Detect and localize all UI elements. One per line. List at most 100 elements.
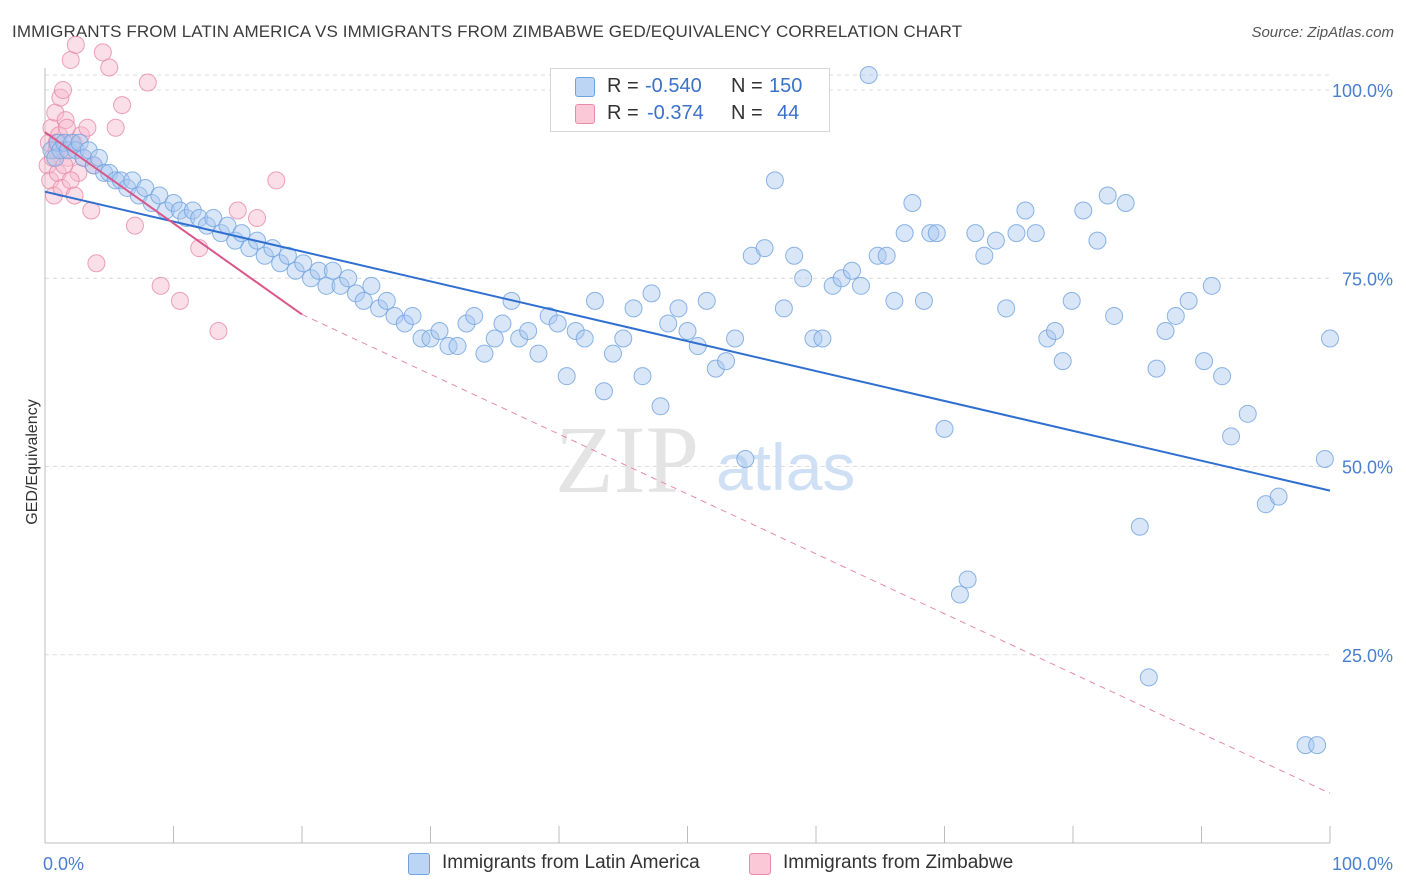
zimbabwe-point	[66, 35, 85, 54]
latin-america-point	[1179, 291, 1198, 310]
latin-america-point	[669, 299, 688, 318]
gridlines	[45, 74, 1330, 656]
legend-swatch-zimbabwe	[575, 104, 595, 124]
latin-america-point	[765, 171, 784, 190]
latin-america-point	[309, 261, 328, 280]
latin-america-point	[755, 239, 774, 258]
latin-america-point	[1105, 306, 1124, 325]
latin-america-point	[1147, 359, 1166, 378]
latin-america-point	[1116, 194, 1135, 212]
latin-america-point	[557, 367, 576, 386]
latin-america-point	[323, 261, 342, 280]
latin-america-point	[485, 329, 504, 348]
zimbabwe-point	[51, 88, 70, 107]
latin-america-point	[1038, 329, 1057, 348]
latin-america-point	[1213, 367, 1232, 386]
latin-america-point	[548, 314, 567, 333]
zimbabwe-point	[61, 50, 80, 69]
latin-america-point	[377, 291, 396, 310]
correlation-legend: R = -0.540 N = 150 R = -0.374 N = 44	[550, 68, 830, 132]
latin-america-point	[457, 314, 476, 333]
r-value: -0.374	[647, 102, 704, 124]
watermark-zip: ZIP	[555, 406, 699, 513]
latin-america-point	[774, 299, 793, 318]
latin-america-point	[346, 284, 365, 303]
zimbabwe-point	[209, 322, 228, 340]
zimbabwe-trend-line	[44, 131, 303, 316]
latin-america-point	[354, 291, 373, 310]
zimbabwe-point	[267, 171, 286, 190]
latin-america-point	[1098, 186, 1117, 205]
latin-america-point	[519, 322, 538, 340]
latin-america-point	[136, 178, 155, 197]
latin-america-point	[958, 570, 977, 589]
latin-america-point	[539, 306, 558, 325]
zimbabwe-point	[57, 118, 76, 137]
latin-america-point	[785, 246, 804, 265]
zimbabwe-point	[248, 209, 267, 228]
latin-america-point	[603, 344, 622, 363]
latin-america-point	[1308, 736, 1327, 755]
r-value: -0.540	[645, 75, 702, 97]
latin-america-point	[493, 314, 512, 333]
latin-america-point	[1156, 322, 1175, 340]
watermark-atlas: atlas	[716, 430, 855, 504]
zimbabwe-point	[113, 96, 132, 115]
latin-america-point	[633, 367, 652, 386]
latin-america-point	[1166, 306, 1185, 325]
latin-america-point	[1195, 352, 1214, 371]
r-label: R =	[607, 102, 639, 124]
latin-america-point	[529, 344, 548, 363]
x-tick-label: 0.0%	[43, 854, 84, 874]
zimbabwe-point	[138, 73, 157, 92]
zimbabwe-point	[87, 254, 106, 273]
latin-america-point	[614, 329, 633, 348]
latin-america-point	[986, 231, 1005, 250]
latin-america-point	[927, 224, 946, 243]
latin-america-point	[385, 306, 404, 325]
latin-america-point	[286, 261, 305, 280]
latin-america-point	[736, 450, 755, 468]
n-label: N =	[731, 102, 763, 124]
latin-america-point	[1074, 201, 1093, 220]
zimbabwe-point	[106, 118, 125, 137]
latin-america-trend-line	[44, 190, 1331, 492]
latin-america-point	[183, 201, 202, 220]
latin-america-point	[1139, 668, 1158, 687]
latin-america-point	[430, 322, 449, 340]
latin-america-point	[170, 201, 189, 220]
latin-america-point	[794, 269, 813, 288]
latin-america-point	[717, 352, 736, 371]
zimbabwe-point	[100, 58, 119, 77]
latin-america-point	[859, 66, 878, 84]
zimbabwe-point	[170, 291, 189, 310]
zimbabwe-point	[151, 276, 170, 295]
zimbabwe-point	[65, 186, 84, 205]
chart-title: IMMIGRANTS FROM LATIN AMERICA VS IMMIGRA…	[12, 22, 963, 41]
latin-america-point	[1062, 291, 1081, 310]
zimbabwe-point	[125, 216, 144, 235]
legend-label-zimbabwe: Immigrants from Zimbabwe	[783, 852, 1014, 873]
latin-america-point	[966, 224, 985, 243]
latin-america-point	[813, 329, 832, 348]
latin-america-point	[832, 269, 851, 288]
latin-america-point	[842, 261, 861, 280]
latin-america-point	[331, 276, 350, 295]
latin-america-point	[1238, 404, 1257, 423]
latin-america-point	[510, 329, 529, 348]
latin-america-point	[448, 337, 467, 356]
latin-america-point	[255, 246, 274, 265]
zimbabwe-point	[61, 171, 80, 190]
latin-america-point	[317, 276, 336, 295]
latin-america-point	[659, 314, 678, 333]
latin-america-point	[726, 329, 745, 348]
latin-america-point	[895, 224, 914, 243]
latin-america-point	[678, 322, 697, 340]
latin-america-point	[1202, 276, 1221, 295]
zimbabwe-point	[53, 81, 72, 100]
latin-america-point	[585, 291, 604, 310]
n-value: 150	[769, 75, 803, 97]
legend-swatch-latin-america	[575, 77, 595, 97]
latin-america-point	[1046, 322, 1065, 340]
latin-america-point	[465, 306, 484, 325]
